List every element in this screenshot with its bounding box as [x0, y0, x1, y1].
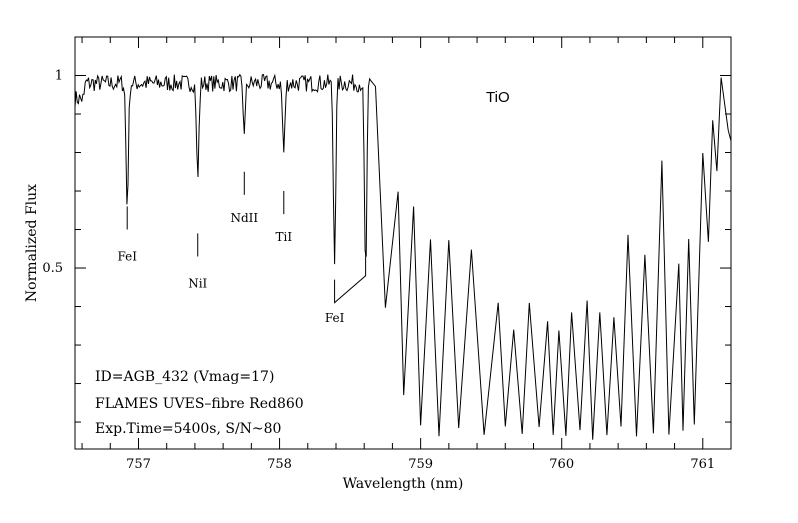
line-label: FeI [117, 249, 137, 263]
x-tick-label: 761 [690, 457, 715, 472]
y-tick-label: 1 [55, 69, 63, 84]
line-marker-bracket [334, 252, 367, 304]
line-label: TiI [275, 230, 292, 244]
x-tick-labels: 757 758 759 760 761 [126, 457, 715, 472]
x-tick-label: 757 [126, 457, 151, 472]
x-tick-label: 759 [408, 457, 433, 472]
x-tick-label: 758 [267, 457, 292, 472]
molecule-label: TiO [486, 89, 510, 106]
line-label: FeI [325, 311, 345, 325]
plot-frame [74, 36, 732, 450]
exposure-text: Exp.Time=5400s, S/N~80 [95, 421, 281, 437]
x-axis-title: Wavelength (nm) [343, 476, 464, 492]
target-id-text: ID=AGB_432 (Vmag=17) [95, 369, 274, 385]
absorption-line-labels: FeI NiI NdII TiI FeI [117, 211, 344, 325]
line-label: NdII [230, 211, 258, 225]
y-tick-labels: 10.5 [42, 69, 63, 277]
line-label: NiI [188, 276, 207, 290]
instrument-text: FLAMES UVES–fibre Red860 [95, 396, 304, 412]
y-axis-title: Normalized Flux [24, 184, 40, 302]
x-tick-label: 760 [549, 457, 574, 472]
axis-ticks [75, 36, 732, 449]
absorption-line-markers [126, 171, 367, 304]
y-tick-label: 0.5 [42, 261, 63, 276]
